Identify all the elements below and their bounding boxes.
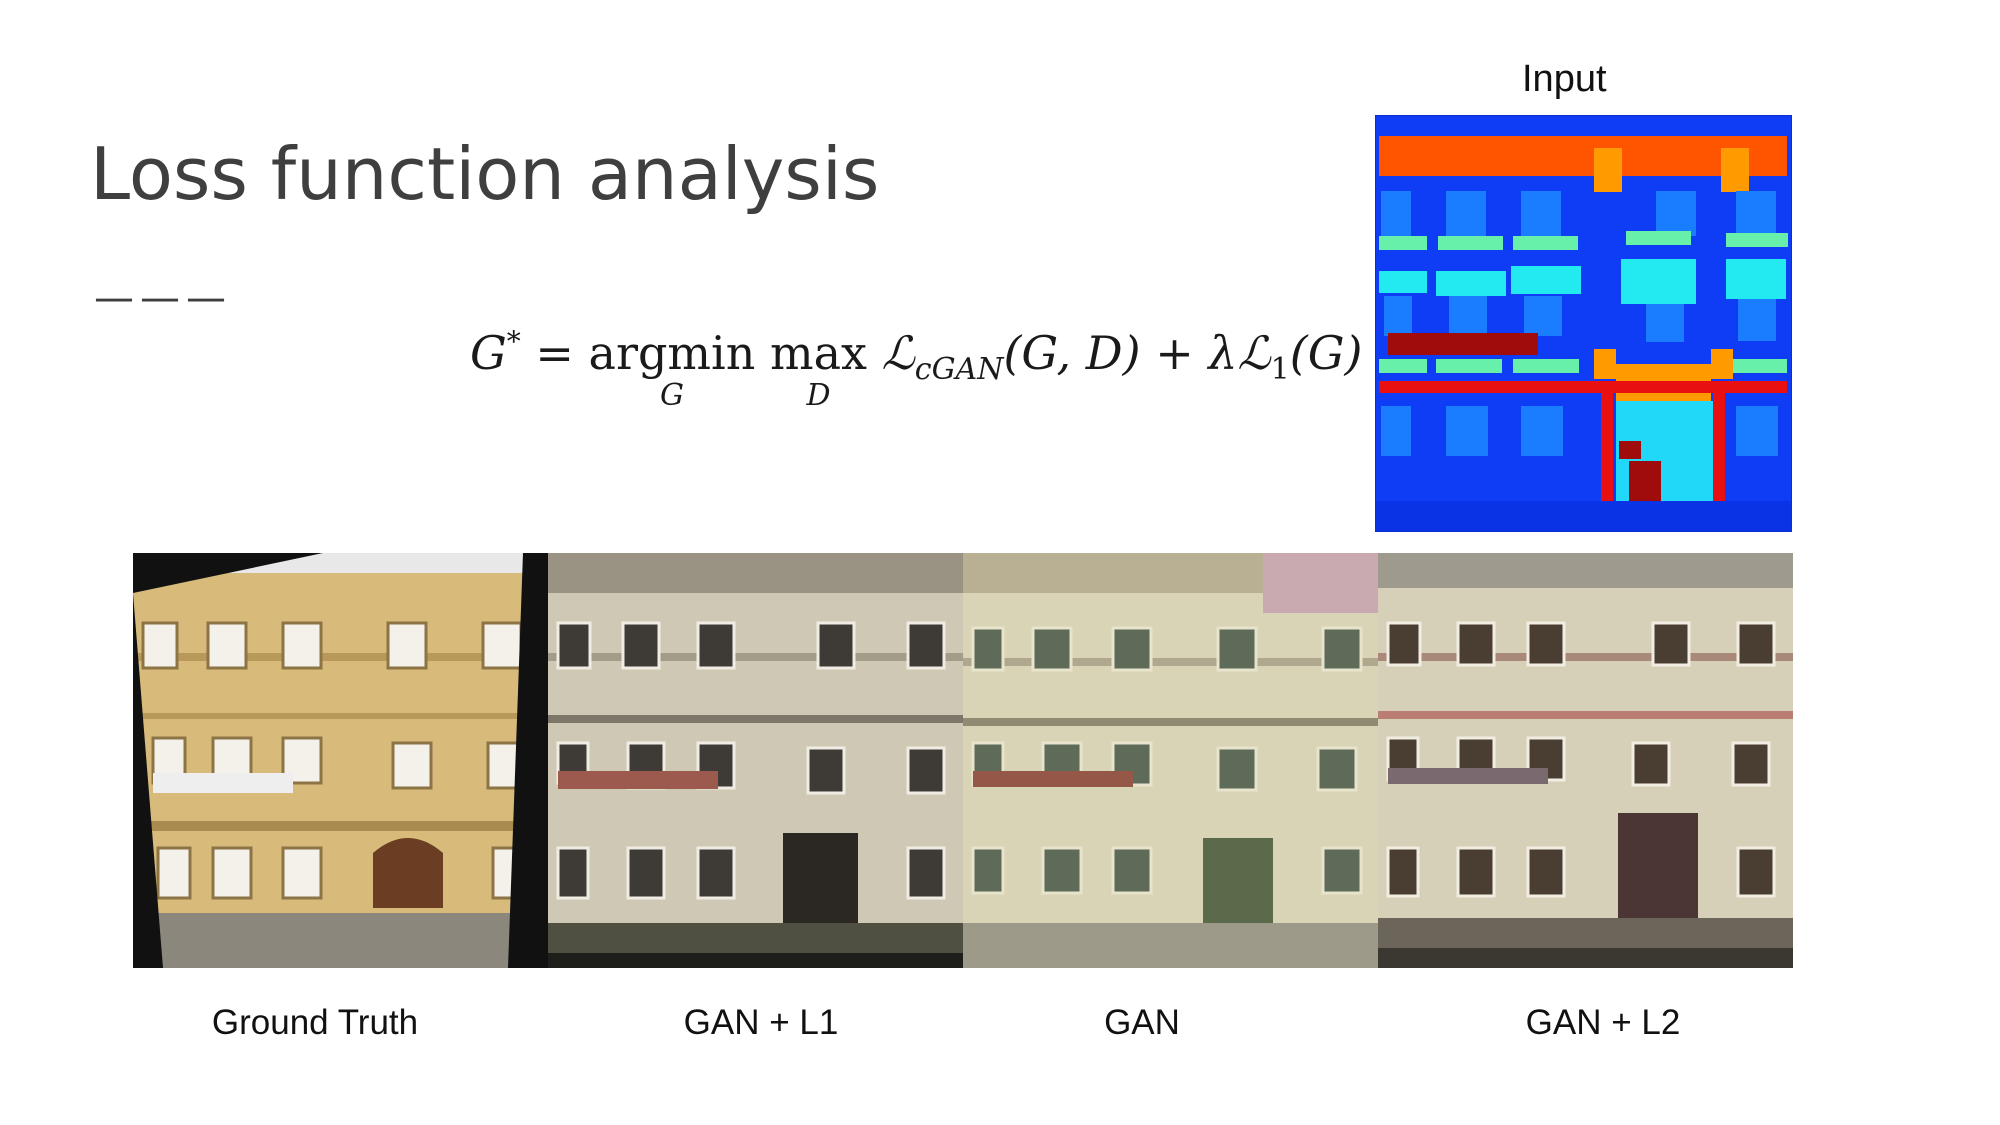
- max-text: max: [770, 326, 867, 380]
- argmin-operator: argmin G: [588, 326, 756, 413]
- map-cornice: [1379, 136, 1787, 176]
- map-window: [1646, 304, 1684, 342]
- map-window: [1524, 296, 1562, 336]
- equation-plus: +: [1140, 326, 1209, 380]
- map-balcony: [1511, 266, 1581, 294]
- map-sill: [1379, 359, 1427, 373]
- map-window: [1521, 191, 1561, 236]
- map-window: [1381, 191, 1411, 236]
- map-sill: [1513, 236, 1578, 250]
- map-door-top: [1594, 349, 1616, 379]
- equation-lhs: G: [470, 326, 507, 380]
- gan-facade: [963, 553, 1378, 968]
- ground-truth-facade: [133, 553, 548, 968]
- map-door-block: [1619, 441, 1641, 459]
- map-sign: [1388, 333, 1538, 355]
- loss-l1-args: (G): [1289, 326, 1363, 380]
- loss-cgan-symbol: ℒ: [881, 326, 915, 380]
- loss-cgan-subscript: cGAN: [914, 352, 1004, 387]
- gan-l1-image: [548, 553, 963, 968]
- gan-image: [963, 553, 1378, 968]
- max-subscript: D: [806, 378, 831, 413]
- max-operator: max D: [770, 326, 867, 413]
- gan-l2-facade: [1378, 553, 1793, 968]
- map-balcony: [1379, 271, 1427, 293]
- argmin-text: argmin: [588, 326, 756, 380]
- map-floor-band: [1379, 381, 1787, 393]
- map-pillar: [1601, 386, 1613, 506]
- ground-truth-image: [133, 553, 548, 968]
- lambda-symbol: λ: [1208, 326, 1238, 380]
- map-pillar: [1713, 386, 1725, 506]
- slide-title: Loss function analysis: [90, 132, 880, 216]
- map-window: [1521, 406, 1563, 456]
- caption-gan-l2: GAN + L2: [1525, 1003, 1681, 1042]
- map-sill: [1626, 231, 1691, 245]
- input-label: Input: [1522, 58, 1607, 100]
- map-sill: [1731, 359, 1787, 373]
- map-window: [1446, 406, 1488, 456]
- loss-l1-subscript: 1: [1270, 352, 1290, 387]
- loss-cgan-args: (G, D): [1003, 326, 1141, 380]
- map-window: [1736, 191, 1776, 236]
- caption-gan: GAN: [1104, 1003, 1180, 1042]
- map-sill: [1726, 233, 1788, 247]
- caption-ground-truth: Ground Truth: [211, 1003, 419, 1042]
- map-door-top: [1711, 349, 1733, 379]
- map-ground: [1376, 501, 1791, 531]
- map-balcony: [1726, 259, 1786, 299]
- map-balcony: [1436, 271, 1506, 296]
- map-cornice-block: [1594, 148, 1622, 192]
- map-window: [1736, 406, 1778, 456]
- gan-l1-facade: [548, 553, 963, 968]
- map-window: [1384, 296, 1412, 336]
- map-door-block: [1629, 461, 1661, 506]
- map-window: [1656, 191, 1696, 236]
- loss-equation: G* = argmin G max D ℒcGAN(G, D) + λℒ1(G): [470, 325, 1363, 413]
- gan-l2-image: [1378, 553, 1793, 968]
- input-label-map: [1375, 115, 1792, 532]
- map-window: [1449, 296, 1487, 336]
- map-sill: [1438, 236, 1503, 250]
- caption-gan-l1: GAN + L1: [683, 1003, 839, 1042]
- map-window: [1446, 191, 1486, 236]
- equation-lhs-sup: *: [506, 325, 521, 358]
- map-cornice-block: [1721, 148, 1749, 192]
- map-sill: [1379, 236, 1427, 250]
- map-balcony: [1621, 259, 1696, 304]
- map-sill: [1436, 359, 1502, 373]
- title-underline: ———: [94, 275, 232, 321]
- map-window: [1381, 406, 1411, 456]
- argmin-subscript: G: [659, 378, 684, 413]
- map-window: [1738, 299, 1776, 341]
- map-sill: [1513, 359, 1579, 373]
- loss-l1-symbol: ℒ: [1237, 326, 1271, 380]
- equation-equals: =: [520, 326, 589, 380]
